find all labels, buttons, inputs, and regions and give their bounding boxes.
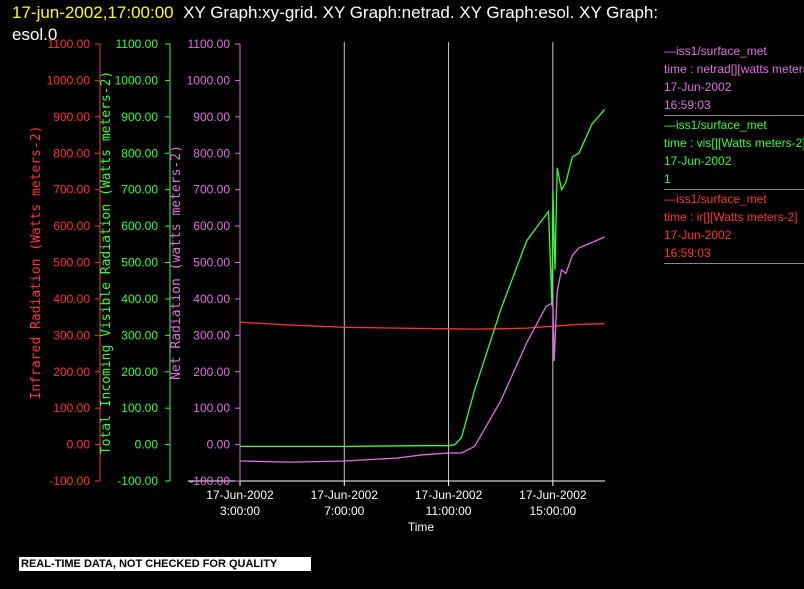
y-tick-label: 1100.00 — [116, 37, 159, 51]
disclaimer-banner: REAL-TIME DATA, NOT CHECKED FOR QUALITY — [19, 557, 311, 571]
legend-time: 16:59:03 — [664, 246, 711, 260]
y-tick-label: 300.00 — [121, 328, 158, 342]
x-tick-label: 17-Jun-2002 — [206, 488, 274, 502]
y-tick-label: 1000.00 — [115, 73, 159, 87]
y-tick-label: -100.00 — [189, 474, 230, 488]
x-axis-title: Time — [408, 520, 435, 534]
legend-variable: time : ir[][Watts meters-2] — [664, 210, 798, 224]
y-tick-label: 0.00 — [67, 438, 91, 452]
y-tick-label: 300.00 — [193, 328, 230, 342]
y-tick-label: 600.00 — [193, 219, 230, 233]
legend: —iss1/surface_met time : netrad[][watts … — [664, 42, 804, 264]
legend-entry-vis: —iss1/surface_met time : vis[][Watts met… — [664, 116, 804, 190]
y-tick-label: 400.00 — [53, 292, 90, 306]
y-tick-label: 900.00 — [193, 110, 230, 124]
y-tick-label: 200.00 — [121, 365, 158, 379]
y-tick-label: 200.00 — [193, 365, 230, 379]
y-tick-label: 1000.00 — [47, 73, 91, 87]
y-tick-label: 400.00 — [193, 292, 230, 306]
legend-source: —iss1/surface_met — [664, 118, 767, 132]
y-tick-label: 900.00 — [121, 110, 158, 124]
y-tick-label: 600.00 — [53, 219, 90, 233]
header-titles: 17-jun-2002,17:00:00 XY Graph:xy-grid. X… — [12, 2, 802, 46]
legend-source: —iss1/surface_met — [664, 192, 767, 206]
y-tick-label: 700.00 — [53, 183, 90, 197]
legend-time: 16:59:03 — [664, 98, 711, 112]
y-tick-label: 800.00 — [121, 146, 158, 160]
legend-date: 17-Jun-2002 — [664, 154, 732, 168]
x-tick-label: 17-Jun-2002 — [415, 488, 483, 502]
legend-source: —iss1/surface_met — [664, 44, 767, 58]
y-axis-title: Total Incoming Visible Radiation (Watts … — [99, 71, 114, 455]
y-tick-label: 500.00 — [53, 256, 90, 270]
legend-date: 17-Jun-2002 — [664, 80, 732, 94]
y-tick-label: 800.00 — [193, 146, 230, 160]
legend-variable: time : vis[][Watts meters-2] — [664, 136, 804, 150]
legend-entry-ir: —iss1/surface_met time : ir[][Watts mete… — [664, 190, 804, 264]
x-tick-label: 17-Jun-2002 — [311, 488, 379, 502]
header-timestamp: 17-jun-2002,17:00:00 — [12, 3, 174, 22]
legend-entry-netrad: —iss1/surface_met time : netrad[][watts … — [664, 42, 804, 116]
y-tick-label: 100.00 — [53, 401, 90, 415]
x-tick-label: 11:00:00 — [426, 504, 472, 518]
y-tick-label: 800.00 — [53, 146, 90, 160]
y-tick-label: 1000.00 — [187, 73, 231, 87]
series-visible — [240, 109, 606, 448]
header-graph-list: XY Graph:xy-grid. XY Graph:netrad. XY Gr… — [183, 3, 659, 22]
y-tick-label: 1100.00 — [188, 37, 231, 51]
y-tick-label: 700.00 — [121, 183, 158, 197]
x-tick-label: 7:00:00 — [324, 504, 364, 518]
y-axis-title: Net Radiation (watts meters-2) — [169, 145, 184, 380]
y-tick-label: 200.00 — [53, 365, 90, 379]
y-tick-label: 900.00 — [53, 110, 90, 124]
y-tick-label: 100.00 — [193, 401, 230, 415]
legend-date: 17-Jun-2002 — [664, 228, 732, 242]
y-tick-label: 400.00 — [121, 292, 158, 306]
x-tick-label: 15:00:00 — [529, 504, 576, 518]
header-graph-list-cont: esol.0 — [12, 25, 58, 44]
y-tick-label: 0.00 — [135, 438, 159, 452]
series-infrared — [239, 321, 605, 330]
legend-variable: time : netrad[][watts meters-2] — [664, 62, 804, 76]
y-tick-label: 500.00 — [121, 256, 158, 270]
y-tick-label: 600.00 — [121, 219, 158, 233]
y-axis-title: Infrared Radiation (Watts meters-2) — [29, 126, 44, 400]
y-tick-label: 1100.00 — [48, 37, 91, 51]
y-tick-label: 700.00 — [193, 183, 230, 197]
y-tick-label: 300.00 — [53, 328, 90, 342]
y-tick-label: 100.00 — [121, 401, 158, 415]
y-tick-label: 500.00 — [193, 256, 230, 270]
y-tick-label: -100.00 — [49, 474, 90, 488]
y-tick-label: -100.00 — [117, 474, 158, 488]
legend-time: 1 — [664, 172, 671, 186]
x-tick-label: 17-Jun-2002 — [519, 488, 587, 502]
x-tick-label: 3:00:00 — [220, 504, 260, 518]
y-tick-label: 0.00 — [207, 438, 231, 452]
series-net — [239, 236, 605, 463]
